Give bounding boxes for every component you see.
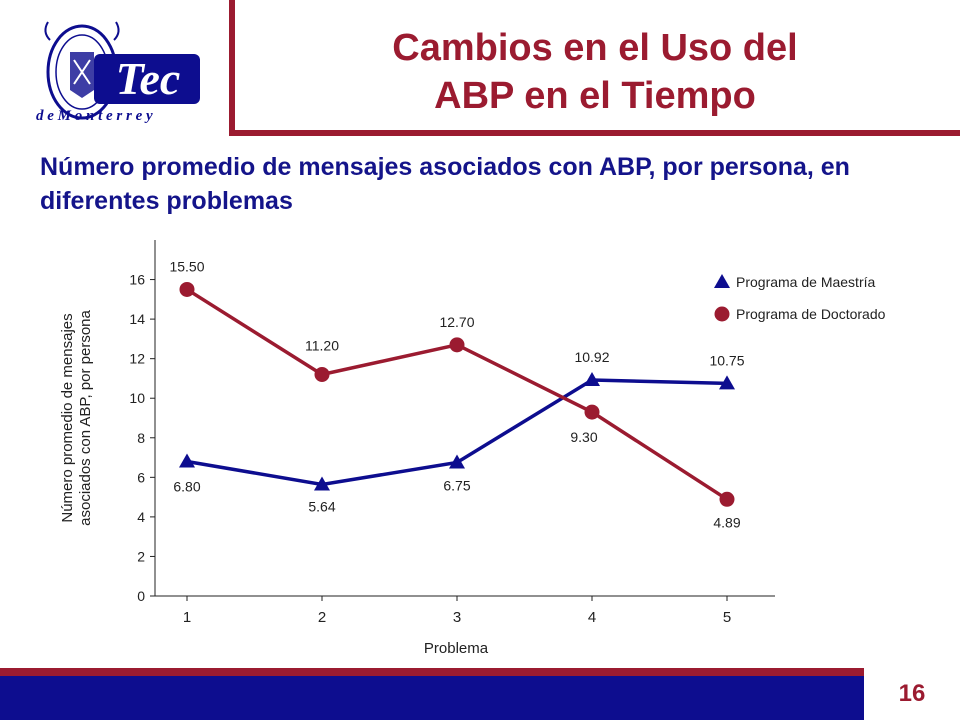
data-label: 12.70: [439, 314, 474, 330]
y-tick-label: 8: [137, 430, 145, 446]
chart-series: 6.80 5.64 6.75 10.92 10.75 15.50 11.20 12.70 9.3…: [169, 258, 744, 530]
y-tick-label: 0: [137, 588, 145, 604]
x-tick-label: 2: [318, 609, 326, 626]
legend-label: Programa de Doctorado: [736, 306, 886, 322]
x-axis-label: Problema: [424, 640, 489, 657]
slide-subtitle: Número promedio de mensajes asociados co…: [40, 153, 850, 215]
y-tick-label: 14: [129, 311, 145, 327]
header-horizontal-divider: [229, 130, 960, 136]
tec-logo: Tec d e M o n t e r r e y: [36, 21, 200, 124]
legend-item-1: Programa de Maestría: [714, 274, 875, 290]
data-point: [719, 491, 735, 507]
data-label: 5.64: [308, 498, 335, 514]
page-number: 16: [898, 680, 926, 707]
data-label: 10.92: [574, 349, 609, 365]
legend-marker: [714, 274, 730, 288]
logo-wordmark: Tec: [116, 53, 181, 104]
header-vertical-divider: [229, 0, 235, 132]
slide-title-line2: ABP en el Tiempo: [434, 75, 756, 117]
data-point: [179, 453, 195, 468]
y-tick-label: 4: [137, 509, 145, 525]
data-point: [179, 281, 195, 297]
y-axis-label-line1: Número promedio de mensajes: [59, 313, 76, 522]
data-label: 9.30: [570, 429, 597, 445]
data-point: [719, 375, 735, 390]
legend-label: Programa de Maestría: [736, 274, 875, 290]
series-line: [186, 378, 728, 487]
data-label: 10.75: [709, 352, 744, 368]
slide-title: Cambios en el Uso del ABP en el Tiempo: [300, 24, 890, 120]
data-label: 11.20: [305, 337, 339, 353]
slide-title-line1: Cambios en el Uso del: [392, 27, 798, 69]
x-tick-label: 1: [183, 609, 191, 626]
data-point: [314, 366, 330, 382]
y-tick-label: 16: [129, 272, 145, 288]
series-1: 6.80 5.64 6.75 10.92 10.75: [173, 349, 744, 514]
legend-item-2: Programa de Doctorado: [714, 306, 886, 322]
chart-legend: Programa de Maestría Programa de Doctorad…: [714, 274, 886, 322]
data-point: [584, 372, 600, 387]
logo-wordmark-box: [94, 54, 200, 104]
x-tick-label: 4: [588, 609, 596, 626]
footer-blue-band: [0, 676, 864, 720]
x-tick-label: 5: [723, 609, 731, 626]
data-label: 15.50: [169, 258, 204, 274]
y-tick-label: 10: [129, 390, 145, 406]
data-label: 6.80: [173, 479, 200, 495]
y-tick-label: 2: [137, 548, 145, 564]
legend-marker: [714, 306, 730, 322]
series-2: 15.50 11.20 12.70 9.30 4.89: [169, 258, 740, 530]
data-label: 4.89: [713, 514, 740, 530]
data-point: [584, 404, 600, 420]
x-tick-label: 3: [453, 609, 461, 626]
data-point: [449, 454, 465, 469]
y-tick-label: 12: [129, 351, 145, 367]
y-axis-label-line2: asociados con ABP, por persona: [77, 309, 94, 525]
data-point: [314, 476, 330, 491]
y-tick-label: 6: [137, 469, 145, 485]
footer-red-stripe: [0, 668, 864, 676]
data-point: [449, 337, 465, 353]
data-label: 6.75: [443, 478, 470, 494]
logo-subtitle: d e M o n t e r r e y: [36, 108, 153, 124]
